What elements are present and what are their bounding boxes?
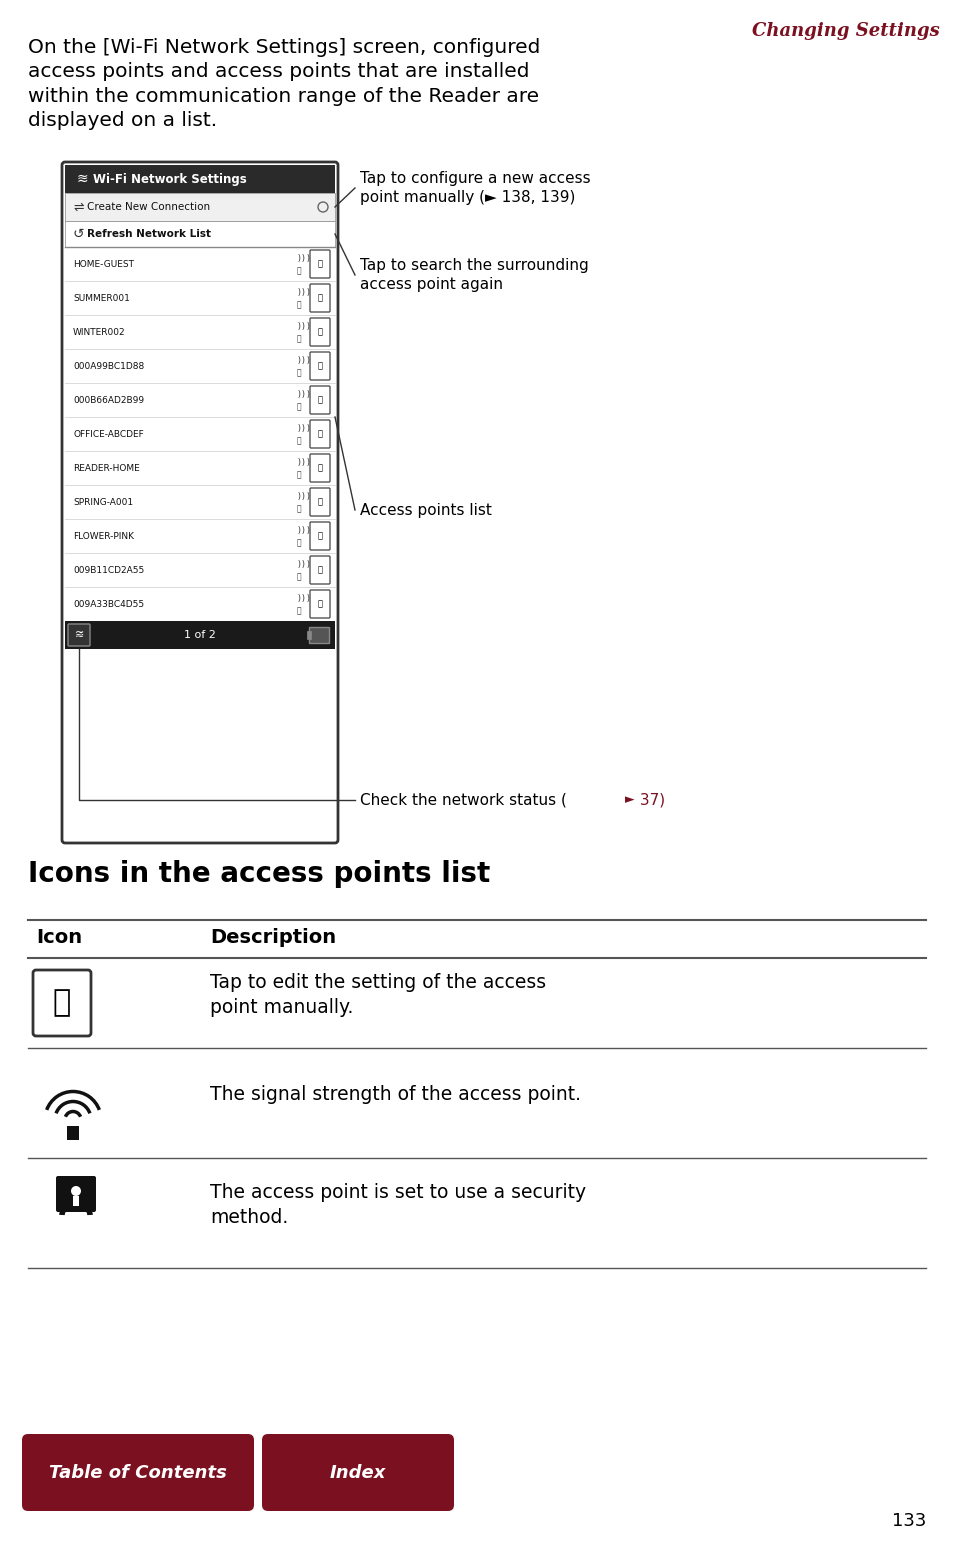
Text: FLOWER-PINK: FLOWER-PINK <box>73 531 133 540</box>
Text: 🔒: 🔒 <box>296 402 301 411</box>
Text: ))): ))) <box>296 492 312 501</box>
Text: ↺: ↺ <box>73 227 85 241</box>
Bar <box>65 621 335 649</box>
Text: 1 of 2: 1 of 2 <box>184 631 215 640</box>
Text: ⇌: ⇌ <box>73 201 84 213</box>
Text: Index: Index <box>330 1464 386 1482</box>
Text: Tap to search the surrounding
access point again: Tap to search the surrounding access poi… <box>359 258 588 291</box>
Text: 🔧: 🔧 <box>317 294 322 302</box>
FancyBboxPatch shape <box>310 522 330 550</box>
Text: ≋: ≋ <box>74 631 84 640</box>
Text: 🔧: 🔧 <box>52 989 71 1018</box>
Text: ))): ))) <box>296 391 312 400</box>
FancyBboxPatch shape <box>68 624 90 646</box>
Bar <box>67 1126 79 1140</box>
Text: 🔒: 🔒 <box>296 335 301 343</box>
Text: 🔧: 🔧 <box>317 464 322 472</box>
Text: Table of Contents: Table of Contents <box>49 1464 227 1482</box>
Text: 🔧: 🔧 <box>317 260 322 268</box>
FancyBboxPatch shape <box>310 556 330 584</box>
Text: 🔒: 🔒 <box>296 436 301 445</box>
FancyBboxPatch shape <box>22 1434 253 1510</box>
Bar <box>309 627 329 643</box>
FancyBboxPatch shape <box>310 283 330 311</box>
Text: 000B66AD2B99: 000B66AD2B99 <box>73 395 144 405</box>
Text: Icons in the access points list: Icons in the access points list <box>28 859 490 887</box>
Text: 🔧: 🔧 <box>317 327 322 336</box>
Text: 🔒: 🔒 <box>296 504 301 514</box>
Text: 🔧: 🔧 <box>317 531 322 540</box>
Text: 🔧: 🔧 <box>317 395 322 405</box>
FancyBboxPatch shape <box>62 162 337 842</box>
Text: 🔧: 🔧 <box>317 599 322 609</box>
Text: Tap to edit the setting of the access
point manually.: Tap to edit the setting of the access po… <box>210 973 545 1017</box>
Text: ))): ))) <box>296 322 312 332</box>
Bar <box>307 631 311 638</box>
Text: 🔧: 🔧 <box>317 430 322 439</box>
Text: ))): ))) <box>296 526 312 536</box>
FancyBboxPatch shape <box>310 487 330 515</box>
Text: ))): ))) <box>296 425 312 433</box>
FancyBboxPatch shape <box>310 318 330 346</box>
Text: Icon: Icon <box>36 928 82 947</box>
FancyBboxPatch shape <box>310 386 330 414</box>
Text: ))): ))) <box>296 357 312 366</box>
Text: SUMMER001: SUMMER001 <box>73 294 130 302</box>
Text: 🔧: 🔧 <box>317 565 322 575</box>
Circle shape <box>71 1186 81 1196</box>
Text: 🔒: 🔒 <box>296 266 301 276</box>
Text: 009A33BC4D55: 009A33BC4D55 <box>73 599 144 609</box>
Text: Refresh Network List: Refresh Network List <box>87 229 211 240</box>
Text: Tap to configure a new access
point manually (► 138, 139): Tap to configure a new access point manu… <box>359 171 590 206</box>
Bar <box>65 165 335 193</box>
Text: Description: Description <box>210 928 335 947</box>
Text: 🔒: 🔒 <box>296 369 301 377</box>
Text: ≋: ≋ <box>77 171 89 185</box>
Text: HOME-GUEST: HOME-GUEST <box>73 260 133 268</box>
Bar <box>65 193 335 221</box>
Text: OFFICE-ABCDEF: OFFICE-ABCDEF <box>73 430 144 439</box>
Text: ))): ))) <box>296 595 312 604</box>
Text: ►: ► <box>624 794 634 807</box>
Text: Changing Settings: Changing Settings <box>752 22 939 40</box>
Text: Check the network status (: Check the network status ( <box>359 793 566 808</box>
Text: 009B11CD2A55: 009B11CD2A55 <box>73 565 144 575</box>
FancyBboxPatch shape <box>310 420 330 448</box>
Text: On the [Wi-Fi Network Settings] screen, configured
access points and access poin: On the [Wi-Fi Network Settings] screen, … <box>28 37 539 129</box>
FancyBboxPatch shape <box>56 1176 96 1211</box>
Text: 🔧: 🔧 <box>317 498 322 506</box>
Bar <box>65 221 335 248</box>
Text: 🔒: 🔒 <box>296 539 301 548</box>
Text: READER-HOME: READER-HOME <box>73 464 139 472</box>
Text: WINTER002: WINTER002 <box>73 327 126 336</box>
FancyBboxPatch shape <box>310 590 330 618</box>
Text: 🔧: 🔧 <box>317 361 322 371</box>
Text: 🔒: 🔒 <box>296 470 301 480</box>
FancyBboxPatch shape <box>262 1434 454 1510</box>
Text: 🔒: 🔒 <box>296 606 301 615</box>
Text: 🔒: 🔒 <box>296 301 301 310</box>
Text: 37): 37) <box>635 793 664 808</box>
FancyBboxPatch shape <box>33 970 91 1035</box>
FancyBboxPatch shape <box>310 455 330 483</box>
Text: ))): ))) <box>296 254 312 263</box>
Text: ))): ))) <box>296 288 312 297</box>
Text: 133: 133 <box>891 1512 925 1531</box>
Text: SPRING-A001: SPRING-A001 <box>73 498 133 506</box>
Text: The access point is set to use a security
method.: The access point is set to use a securit… <box>210 1183 585 1227</box>
Text: 🔒: 🔒 <box>296 573 301 581</box>
Text: The signal strength of the access point.: The signal strength of the access point. <box>210 1085 580 1104</box>
FancyBboxPatch shape <box>310 352 330 380</box>
Bar <box>73 1196 79 1207</box>
FancyBboxPatch shape <box>310 251 330 279</box>
Text: 000A99BC1D88: 000A99BC1D88 <box>73 361 144 371</box>
Text: Wi-Fi Network Settings: Wi-Fi Network Settings <box>92 173 247 185</box>
Text: Create New Connection: Create New Connection <box>87 202 210 212</box>
Text: Access points list: Access points list <box>359 503 492 517</box>
Text: ))): ))) <box>296 561 312 570</box>
Text: ))): ))) <box>296 458 312 467</box>
